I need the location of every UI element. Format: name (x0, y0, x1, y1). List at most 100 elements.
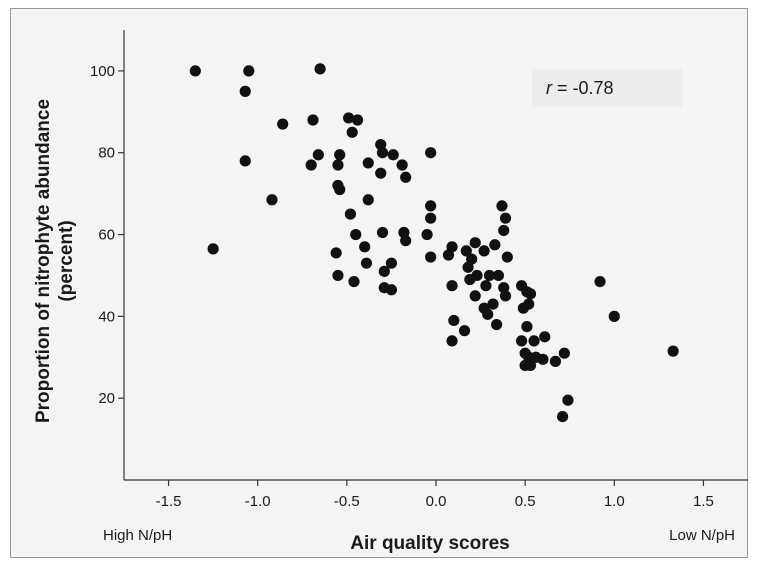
data-point (491, 318, 503, 331)
data-point (330, 247, 342, 259)
y-tick-label: 60 (98, 227, 115, 244)
data-point (343, 112, 355, 124)
data-point (556, 410, 569, 423)
data-point (425, 147, 437, 159)
data-point (400, 235, 412, 247)
y-axis-title-line-1: Proportion of nitrophyte abundance (33, 99, 54, 423)
y-ticks: 20 40 60 80 100 (90, 63, 124, 407)
data-point (482, 308, 494, 320)
x-tick-label: 0.0 (426, 493, 447, 510)
data-point (351, 114, 364, 126)
x-axis-title: Air quality scores (350, 533, 509, 554)
data-point (446, 241, 458, 253)
data-point (594, 275, 606, 288)
data-point (307, 114, 319, 126)
data-point (425, 212, 437, 224)
data-point (499, 290, 512, 302)
data-point (519, 359, 531, 372)
data-point (521, 320, 533, 333)
data-point (359, 241, 371, 253)
data-point (239, 155, 251, 167)
data-point (376, 147, 389, 159)
data-point (466, 253, 478, 265)
data-point (539, 331, 551, 343)
data-point (425, 200, 437, 212)
data-point (425, 251, 437, 263)
data-point (528, 335, 540, 347)
data-point (362, 157, 374, 169)
data-point (305, 159, 317, 171)
data-point (346, 126, 358, 138)
data-point (189, 65, 201, 77)
data-point (492, 269, 504, 282)
y-tick-label: 100 (90, 63, 115, 80)
data-point (489, 239, 501, 251)
x-tick-label: -1.5 (156, 493, 182, 510)
data-point (332, 269, 344, 282)
x-axis-left-end-label: High N/pH (103, 527, 172, 544)
data-point (480, 280, 492, 292)
data-point (385, 257, 398, 269)
data-point (537, 353, 549, 365)
data-point (207, 243, 219, 255)
data-point (344, 208, 357, 220)
data-point (360, 257, 373, 269)
data-point (376, 226, 389, 239)
x-tick-label: 1.0 (604, 493, 625, 510)
data-point (496, 200, 508, 212)
data-point (385, 284, 398, 296)
data-point (446, 280, 458, 292)
data-point (448, 314, 460, 327)
x-tick-label: -0.5 (334, 493, 360, 510)
data-point (378, 265, 390, 277)
data-point (458, 325, 471, 337)
data-point (487, 298, 499, 310)
y-tick-label: 40 (98, 308, 115, 325)
data-point (243, 65, 255, 77)
data-point (400, 171, 412, 183)
data-point (375, 167, 387, 179)
data-point (478, 245, 490, 257)
data-point (334, 149, 346, 161)
data-point (277, 118, 289, 130)
correlation-box (532, 69, 682, 107)
data-point (471, 269, 483, 282)
data-point (558, 347, 570, 359)
y-tick-label: 80 (98, 145, 115, 162)
data-point (314, 63, 326, 75)
correlation-annotation: r = -0.78 (546, 78, 614, 98)
data-point (421, 228, 433, 241)
data-point (469, 237, 481, 249)
data-point (396, 159, 408, 171)
data-point (460, 245, 472, 257)
data-point (501, 251, 513, 263)
x-axis-right-end-label: Low N/pH (669, 527, 735, 544)
data-point (498, 224, 510, 237)
data-point (350, 228, 362, 241)
data-point (266, 194, 278, 206)
data-point (446, 335, 458, 347)
data-point (312, 149, 324, 161)
data-point (608, 310, 620, 322)
data-point (515, 335, 528, 347)
x-tick-label: -1.0 (245, 493, 271, 510)
data-point (667, 345, 679, 357)
y-axis-title-line-2: (percent) (56, 220, 77, 301)
data-point (239, 85, 251, 97)
x-tick-label: 0.5 (515, 493, 536, 510)
data-point (469, 290, 481, 302)
data-point (562, 394, 574, 406)
data-point (387, 149, 399, 161)
data-point (524, 288, 537, 300)
data-point (523, 298, 535, 310)
data-point (362, 194, 374, 206)
data-point (334, 183, 346, 196)
data-point (499, 212, 512, 224)
x-ticks: -1.5 -1.0 -0.5 0.0 0.5 1.0 1.5 (156, 480, 714, 510)
x-tick-label: 1.5 (693, 493, 714, 510)
correlation-variable: r (546, 78, 553, 98)
data-point (332, 159, 344, 171)
y-tick-label: 20 (98, 390, 115, 407)
correlation-value: = -0.78 (552, 78, 614, 98)
